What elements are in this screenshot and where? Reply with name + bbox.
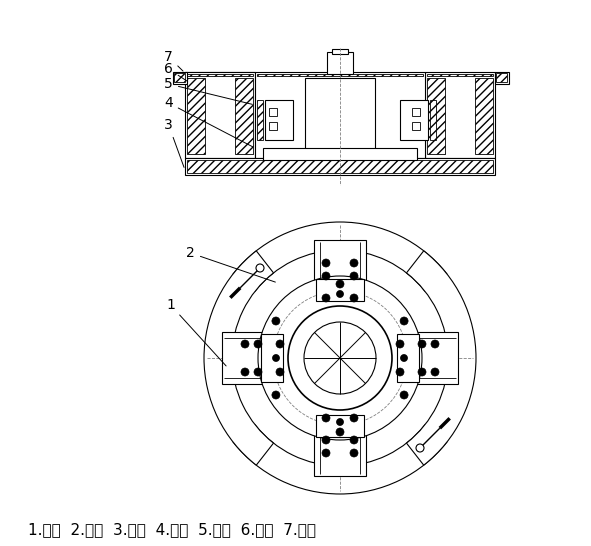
Bar: [475, 78, 493, 154]
Bar: [187, 78, 205, 154]
Circle shape: [272, 391, 280, 399]
Circle shape: [350, 436, 358, 444]
Bar: [257, 74, 423, 76]
Circle shape: [322, 449, 330, 457]
Bar: [397, 334, 419, 382]
Circle shape: [272, 317, 280, 325]
Circle shape: [276, 340, 284, 348]
Bar: [265, 100, 293, 140]
Text: 7: 7: [164, 50, 183, 71]
Bar: [235, 78, 253, 154]
Circle shape: [254, 340, 262, 348]
Wedge shape: [407, 251, 476, 465]
Text: 4: 4: [164, 96, 252, 147]
Bar: [316, 279, 364, 301]
Circle shape: [336, 280, 344, 288]
Circle shape: [276, 368, 284, 376]
Bar: [425, 72, 495, 158]
Text: 6: 6: [164, 62, 188, 81]
Circle shape: [322, 259, 330, 267]
Bar: [261, 334, 283, 382]
Bar: [412, 122, 420, 130]
Bar: [495, 72, 509, 84]
Bar: [305, 78, 375, 158]
Bar: [430, 100, 436, 140]
Circle shape: [288, 306, 392, 410]
Text: 1: 1: [166, 298, 226, 366]
Circle shape: [272, 354, 280, 361]
Bar: [332, 49, 348, 54]
Circle shape: [400, 391, 408, 399]
Bar: [400, 100, 428, 140]
Text: 3: 3: [164, 118, 184, 168]
Circle shape: [241, 340, 249, 348]
Bar: [185, 72, 255, 158]
Bar: [316, 415, 364, 437]
Bar: [255, 72, 425, 158]
Bar: [412, 108, 420, 116]
Circle shape: [322, 414, 330, 422]
Bar: [185, 158, 495, 175]
Circle shape: [222, 240, 458, 476]
Bar: [187, 74, 253, 76]
Text: 2: 2: [186, 246, 275, 282]
Bar: [496, 73, 507, 82]
Circle shape: [304, 322, 376, 394]
Circle shape: [396, 340, 404, 348]
Circle shape: [431, 340, 439, 348]
Wedge shape: [233, 222, 447, 292]
Circle shape: [431, 368, 439, 376]
Text: 1.托盘  2.手柄  3.底座  4.转环  5.销钉  6.滑块  7.抱爪: 1.托盘 2.手柄 3.底座 4.转环 5.销钉 6.滑块 7.抱爪: [28, 523, 316, 537]
Circle shape: [322, 436, 330, 444]
Bar: [185, 72, 255, 78]
Text: 5: 5: [164, 77, 252, 104]
Circle shape: [400, 317, 408, 325]
Bar: [263, 148, 417, 160]
Circle shape: [336, 418, 343, 425]
Bar: [187, 160, 493, 173]
Wedge shape: [204, 251, 274, 465]
Circle shape: [396, 368, 404, 376]
Circle shape: [350, 414, 358, 422]
Bar: [427, 78, 445, 154]
Circle shape: [401, 354, 408, 361]
Bar: [174, 73, 185, 82]
Circle shape: [256, 264, 264, 272]
Circle shape: [322, 294, 330, 302]
Circle shape: [350, 449, 358, 457]
Circle shape: [322, 272, 330, 280]
Circle shape: [350, 294, 358, 302]
Circle shape: [416, 444, 424, 452]
Circle shape: [350, 272, 358, 280]
Circle shape: [336, 290, 343, 298]
Circle shape: [258, 276, 422, 440]
Bar: [314, 240, 366, 476]
Bar: [327, 52, 353, 74]
Circle shape: [350, 259, 358, 267]
Bar: [222, 332, 458, 384]
Bar: [269, 122, 277, 130]
Circle shape: [241, 368, 249, 376]
Circle shape: [254, 368, 262, 376]
Circle shape: [418, 368, 426, 376]
Circle shape: [418, 340, 426, 348]
Bar: [257, 100, 263, 140]
Bar: [427, 74, 493, 76]
Bar: [269, 108, 277, 116]
Wedge shape: [233, 424, 447, 494]
Bar: [173, 72, 187, 84]
Circle shape: [336, 428, 344, 436]
